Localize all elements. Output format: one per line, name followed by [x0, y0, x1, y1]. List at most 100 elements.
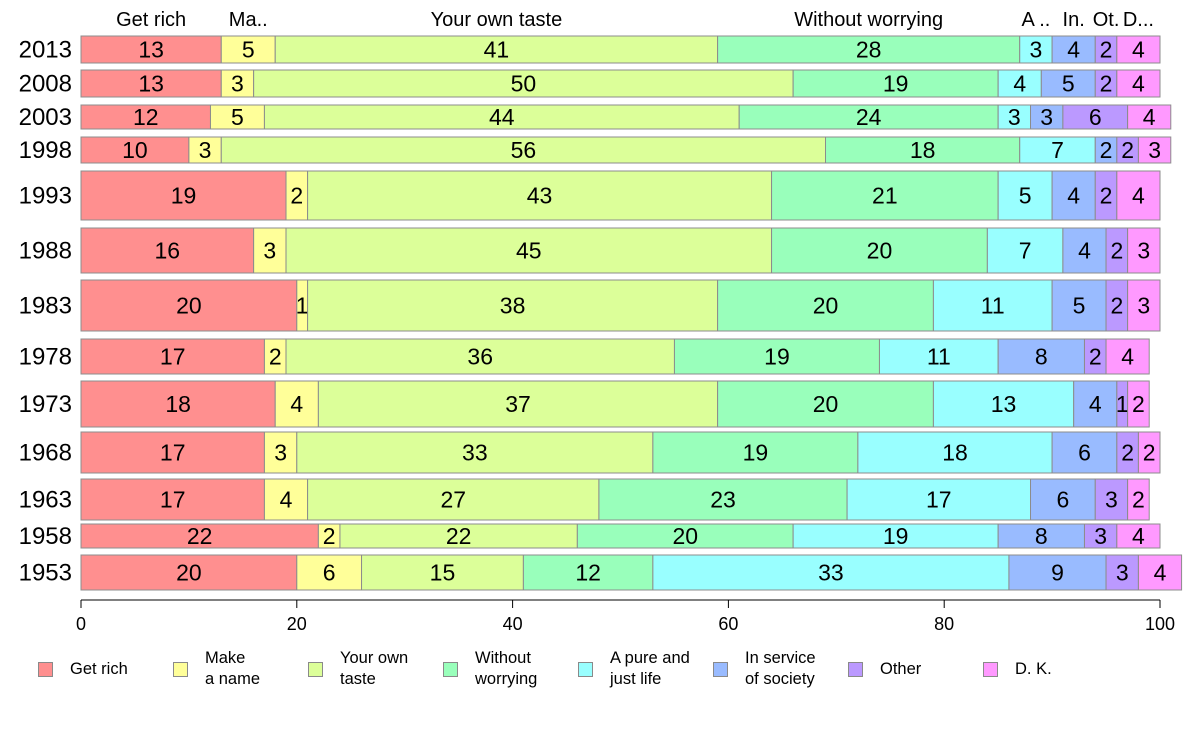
bar-segment — [80, 279, 298, 332]
bar-value-label: 6 — [323, 560, 336, 586]
bar-value-label: 4 — [1154, 560, 1167, 586]
bar-segment — [1116, 170, 1161, 221]
bar-segment — [857, 431, 1053, 474]
bar-segment — [1062, 227, 1107, 274]
bar-value-label: 7 — [1019, 238, 1032, 264]
bar-segment — [1019, 35, 1053, 64]
bar-value-label: 37 — [505, 391, 531, 417]
bar-segment — [80, 69, 222, 98]
bar-value-label: 22 — [187, 523, 213, 549]
legend-item: Get rich — [38, 648, 173, 690]
bar-value-label: 8 — [1035, 344, 1048, 370]
bar-value-label: 3 — [1116, 560, 1129, 586]
bar-segment — [274, 35, 719, 64]
legend-item: In service of society — [713, 648, 848, 690]
legend-label: Get rich — [70, 659, 128, 678]
bar-value-label: 17 — [926, 487, 952, 513]
year-label: 2008 — [19, 71, 72, 98]
bar-value-label: 4 — [1143, 104, 1156, 130]
bar-segment — [1019, 136, 1096, 164]
bar-value-label: 50 — [511, 71, 537, 97]
bar-value-label: 4 — [1067, 183, 1080, 209]
bar-value-label: 21 — [872, 183, 898, 209]
bar-segment — [307, 478, 600, 521]
bar-value-label: 45 — [516, 238, 542, 264]
bar-segment — [1105, 338, 1150, 375]
bar-value-label: 19 — [883, 71, 909, 97]
x-tick-label: 20 — [287, 614, 307, 634]
year-label: 1978 — [19, 344, 72, 371]
bar-segment — [1051, 279, 1107, 332]
bar-value-label: 16 — [155, 238, 181, 264]
bar-value-label: 7 — [1051, 137, 1064, 163]
bar-value-label: 6 — [1056, 487, 1069, 513]
bar-value-label: 3 — [274, 440, 287, 466]
bar-segment — [1127, 380, 1150, 428]
legend-swatch — [713, 661, 728, 677]
bar-value-label: 2 — [323, 523, 336, 549]
bar-segment — [253, 227, 287, 274]
bar-value-label: 12 — [575, 560, 601, 586]
year-label: 1988 — [19, 238, 72, 265]
legend-swatch — [173, 661, 188, 677]
bar-segment — [652, 554, 1010, 591]
bar-value-label: 36 — [467, 344, 493, 370]
bar-segment — [878, 338, 999, 375]
bar-segment — [80, 338, 265, 375]
bar-value-label: 38 — [500, 293, 526, 319]
bar-segment — [80, 478, 265, 521]
series-top-label: Get rich — [116, 9, 186, 31]
year-label: 1963 — [19, 487, 72, 514]
bar-segment — [1116, 35, 1161, 64]
bar-segment — [1137, 554, 1183, 591]
bar-value-label: 19 — [764, 344, 790, 370]
bar-segment — [307, 170, 773, 221]
bar-segment — [738, 104, 999, 130]
bar-value-label: 4 — [1132, 37, 1145, 63]
legend-label: A pure and just life — [610, 649, 690, 688]
bar-value-label: 5 — [1019, 183, 1032, 209]
bar-segment — [296, 554, 363, 591]
bar-value-label: 20 — [813, 391, 839, 417]
legend-label: Your own taste — [340, 649, 409, 688]
bars-area: 13 5 41 28 3 4 2 413 3 50 19 4 5 2 412 5 44 24 3 3 6 410 3 56 18… — [80, 35, 1183, 591]
bar-segment — [1051, 170, 1096, 221]
bar-value-label: 24 — [856, 104, 882, 130]
bar-segment — [717, 380, 934, 428]
series-top-label: Ma.. — [229, 9, 268, 31]
legend-label: Without worrying — [475, 649, 538, 688]
bar-value-label: 19 — [743, 440, 769, 466]
bar-value-label: 18 — [910, 137, 936, 163]
bar-value-label: 2 — [1132, 391, 1145, 417]
year-label: 1953 — [19, 560, 72, 587]
bar-value-label: 33 — [462, 440, 488, 466]
bar-value-label: 5 — [231, 104, 244, 130]
bar-value-label: 2 — [269, 344, 282, 370]
bar-value-label: 3 — [1137, 238, 1150, 264]
bar-value-label: 4 — [1067, 37, 1080, 63]
legend-label: In service of society — [745, 649, 816, 688]
bar-value-label: 20 — [176, 293, 202, 319]
bar-value-label: 2 — [1110, 238, 1123, 264]
bar-value-label: 3 — [1008, 104, 1021, 130]
bar-segment — [1127, 279, 1161, 332]
bar-value-label: 20 — [813, 293, 839, 319]
legend-item: A pure and just life — [578, 648, 713, 690]
bar-segment — [846, 478, 1032, 521]
bar-segment — [1008, 554, 1107, 591]
bar-value-label: 33 — [818, 560, 844, 586]
legend-label: Make a name — [205, 649, 261, 688]
bar-segment — [1073, 380, 1118, 428]
bar-value-label: 20 — [867, 238, 893, 264]
bar-segment — [1116, 69, 1161, 98]
chart-legend: Get rich Make a name Your own taste Without… — [38, 648, 1118, 698]
x-tick-label: 40 — [503, 614, 523, 634]
bar-segment — [673, 338, 880, 375]
bar-segment — [339, 523, 578, 549]
series-top-label: D... — [1123, 9, 1154, 31]
bar-value-label: 13 — [991, 391, 1017, 417]
year-label: 1998 — [19, 137, 72, 164]
x-tick-label: 100 — [1145, 614, 1175, 634]
bar-segment — [188, 136, 222, 164]
year-label: 2013 — [19, 37, 72, 64]
